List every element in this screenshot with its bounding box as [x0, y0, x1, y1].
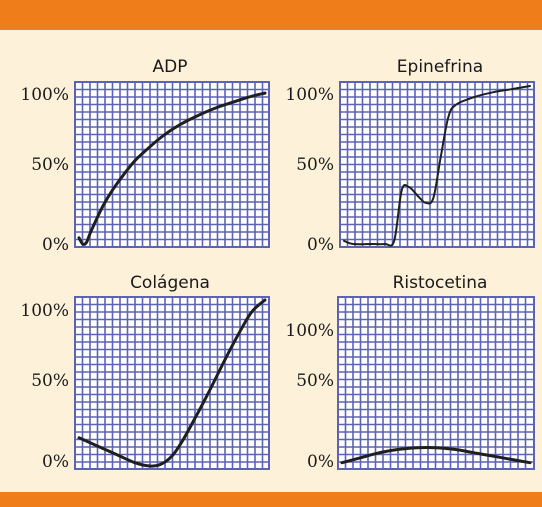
panel-title-epinefrina: Epinefrina — [397, 57, 483, 77]
top-orange-bar — [0, 0, 542, 30]
panel-ristocetina: Ristocetina 100% 50% 0% — [285, 273, 535, 472]
series-line-adp — [77, 91, 267, 246]
tick-0-ristocetina: 0% — [307, 452, 334, 472]
gridlines-ristocetina — [338, 297, 534, 469]
series-line-ristocetina — [340, 446, 532, 465]
bottom-orange-bar — [0, 492, 542, 507]
tick-100-epinefrina: 100% — [285, 85, 334, 105]
panel-title-adp: ADP — [153, 57, 188, 77]
series-line-epinefrina — [343, 85, 531, 247]
tick-50-adp: 50% — [31, 155, 69, 175]
panel-colagena: Colágena 100% 50% 0% — [20, 273, 270, 472]
tick-100-colagena: 100% — [20, 301, 69, 321]
tick-100-ristocetina: 100% — [285, 321, 334, 341]
tick-50-epinefrina: 50% — [296, 155, 334, 175]
gridlines-colagena — [75, 297, 269, 469]
panel-adp: ADP 100% 50% 0% — [20, 57, 270, 255]
gridlines-epinefrina — [340, 82, 534, 247]
panel-epinefrina: Epinefrina 100% 50% 0% — [285, 57, 535, 255]
series-line-colagena — [77, 298, 267, 468]
tick-0-adp: 0% — [42, 235, 69, 255]
tick-100-adp: 100% — [20, 85, 69, 105]
tick-50-ristocetina: 50% — [296, 371, 334, 391]
tick-0-colagena: 0% — [42, 452, 69, 472]
panel-title-ristocetina: Ristocetina — [393, 273, 488, 293]
tick-50-colagena: 50% — [31, 371, 69, 391]
panel-title-colagena: Colágena — [130, 273, 210, 293]
tick-0-epinefrina: 0% — [307, 235, 334, 255]
